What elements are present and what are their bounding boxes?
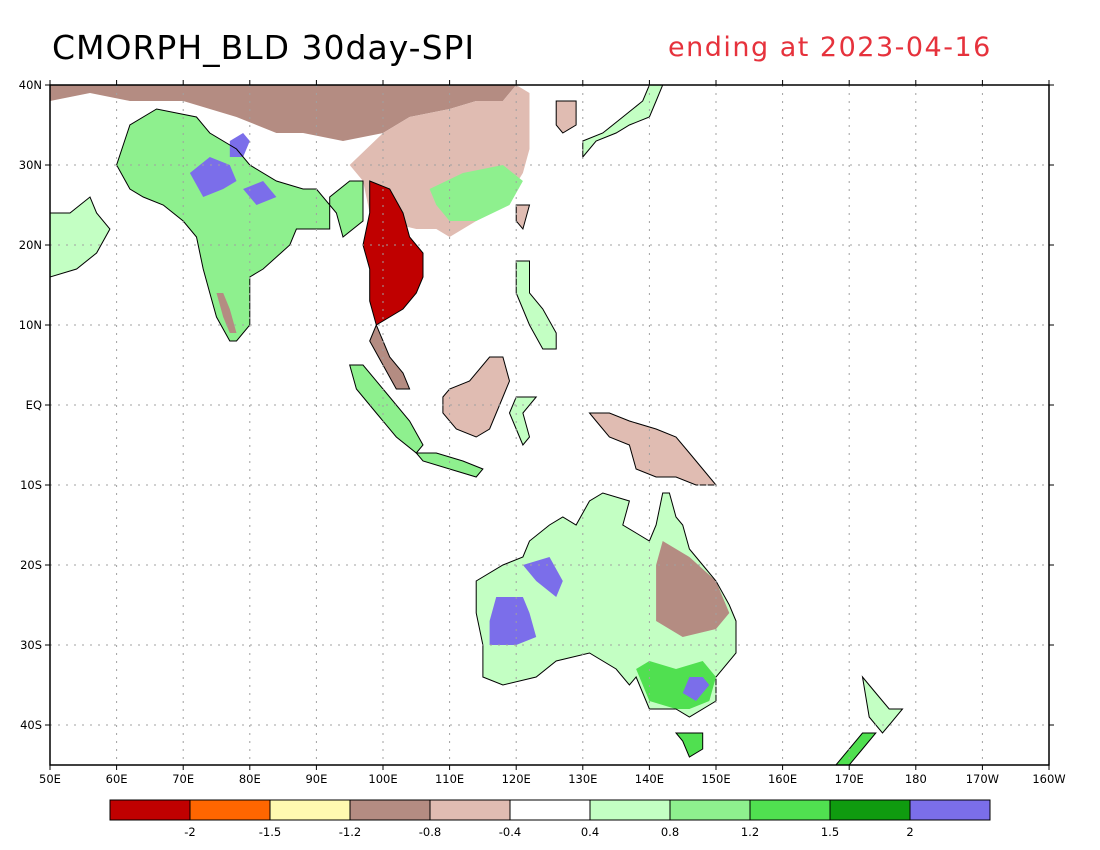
lat-label: 30N xyxy=(19,158,42,172)
region-japan xyxy=(582,85,663,157)
coastline-indochina-drought xyxy=(362,180,424,326)
legend-label: 0.4 xyxy=(581,825,599,839)
legend-label: 2 xyxy=(906,825,913,839)
coastline-south-asia xyxy=(116,108,364,342)
lon-label: 130E xyxy=(568,772,597,786)
region-new-zealand-north xyxy=(862,677,903,733)
region-new-guinea xyxy=(589,413,716,485)
lon-label: 60E xyxy=(106,772,128,786)
coastline-australia xyxy=(475,492,737,718)
legend-swatch xyxy=(509,799,591,821)
region-tasmania xyxy=(676,733,703,757)
legend-swatch xyxy=(109,799,191,821)
lon-label: 150E xyxy=(701,772,730,786)
lon-label: 110E xyxy=(435,772,464,786)
legend-label: 1.5 xyxy=(821,825,839,839)
lon-label: 120E xyxy=(502,772,531,786)
region-nw-australia-blue xyxy=(489,597,537,645)
lon-label: 170E xyxy=(835,772,864,786)
coastline-java xyxy=(415,452,484,478)
map-frame xyxy=(49,84,1050,766)
lon-label: 100E xyxy=(368,772,397,786)
legend-label: -2 xyxy=(184,825,195,839)
coastline-japan xyxy=(582,85,664,159)
color-legend: -2 -1.5 -1.2 -0.8 -0.4 0.4 0.8 1.2 1.5 2 xyxy=(109,799,991,839)
legend-label: 0.8 xyxy=(661,825,679,839)
legend-swatch xyxy=(429,799,511,821)
lat-label: 10N xyxy=(19,318,42,332)
legend-swatch xyxy=(589,799,671,821)
region-se-australia-blue xyxy=(682,677,710,701)
axis-ticks: 50E 60E 70E 80E 90E 100E 110E 120E 130E 140E 150E 1… xyxy=(19,78,1066,786)
coastline-sulawesi xyxy=(508,396,538,446)
region-new-zealand-south xyxy=(835,733,876,765)
legend-label: 1.2 xyxy=(741,825,759,839)
region-sulawesi xyxy=(509,397,537,445)
legend-label: -1.5 xyxy=(259,825,281,839)
coastline-korea xyxy=(555,100,577,134)
lat-label: EQ xyxy=(26,398,42,412)
gridlines xyxy=(50,85,1049,765)
legend-label: -0.8 xyxy=(419,825,441,839)
coastline-taiwan xyxy=(515,204,531,231)
legend-swatch xyxy=(829,799,911,821)
legend-swatch xyxy=(189,799,271,821)
lon-label: 140E xyxy=(635,772,664,786)
lon-label: 180 xyxy=(905,772,927,786)
legend-label: -0.4 xyxy=(499,825,521,839)
coastline-philippines xyxy=(515,260,557,350)
coastline-arabia-coast xyxy=(50,196,111,278)
lat-label: 40N xyxy=(19,78,42,92)
lon-label: 70E xyxy=(172,772,194,786)
region-philippines xyxy=(516,261,557,349)
region-borneo xyxy=(442,357,510,437)
legend-swatch xyxy=(349,799,431,821)
coastline-tasmania xyxy=(674,732,704,758)
region-south-asia xyxy=(116,109,363,341)
lat-label: 30S xyxy=(20,638,42,652)
region-taiwan xyxy=(516,205,530,229)
coastline-new-zealand-south xyxy=(835,732,877,765)
region-se-china-green xyxy=(429,165,523,221)
lon-label: 160W xyxy=(1032,772,1065,786)
lon-label: 50E xyxy=(39,772,61,786)
legend-label: -1.2 xyxy=(339,825,361,839)
region-sumatra xyxy=(349,365,423,453)
coastline-sumatra xyxy=(349,364,424,454)
map-title: CMORPH_BLD 30day-SPI xyxy=(52,28,476,67)
region-india-blue-3 xyxy=(243,181,277,205)
region-india-blue-2 xyxy=(229,133,250,157)
region-arabia-coast xyxy=(50,197,110,277)
region-korea xyxy=(556,101,577,133)
lat-label: 40S xyxy=(20,718,42,732)
coastline-new-zealand-north xyxy=(861,675,904,734)
region-india-south-brown xyxy=(216,293,237,333)
lat-label: 10S xyxy=(20,478,42,492)
lon-label: 170W xyxy=(966,772,999,786)
map-subtitle: ending at 2023-04-16 xyxy=(668,32,992,63)
lon-label: 80E xyxy=(239,772,261,786)
region-west-australia-blue xyxy=(522,557,563,597)
region-central-asia-brown xyxy=(50,85,517,141)
lat-label: 20S xyxy=(20,558,42,572)
coastlines xyxy=(50,85,904,765)
region-java xyxy=(416,453,483,477)
lon-label: 90E xyxy=(305,772,327,786)
region-indochina-drought xyxy=(363,181,423,325)
legend-swatch xyxy=(909,799,991,821)
legend-swatch xyxy=(749,799,831,821)
coastline-borneo xyxy=(442,356,511,438)
legend-swatch xyxy=(669,799,751,821)
lon-label: 160E xyxy=(768,772,797,786)
coastline-peninsula-brown xyxy=(369,323,411,390)
legend-swatch xyxy=(269,799,351,821)
region-india-blue-1 xyxy=(189,157,237,197)
lat-label: 20N xyxy=(19,238,42,252)
spi-shaded-regions xyxy=(50,85,903,765)
